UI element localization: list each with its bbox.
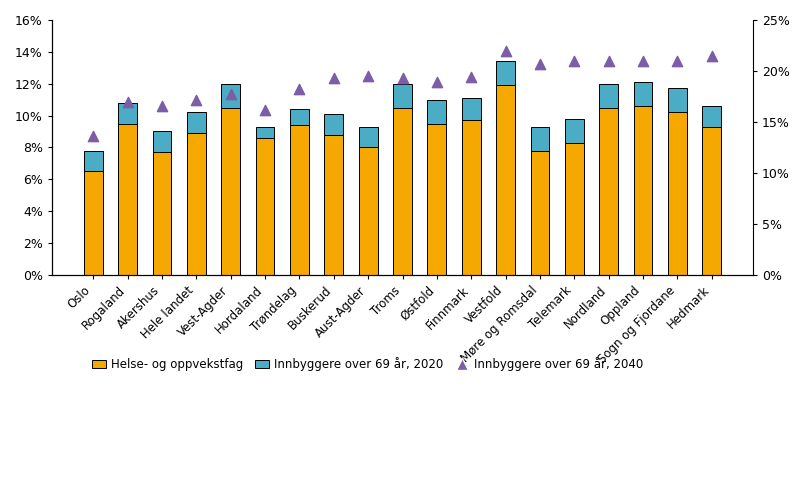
Bar [118,103,137,123]
Innbyggere over 69 år, 2040 [293,86,306,93]
Bar [393,107,412,275]
Bar [187,112,206,133]
Bar [256,138,275,275]
Bar [427,100,446,123]
Innbyggere over 69 år, 2040 [637,57,650,65]
Legend: Helse- og oppvekstfag, Innbyggere over 69 år, 2020, Innbyggere over 69 år, 2040: Helse- og oppvekstfag, Innbyggere over 6… [87,352,648,376]
Bar [221,107,240,275]
Bar [496,85,515,275]
Bar [599,84,618,107]
Innbyggere over 69 år, 2040 [431,78,444,86]
Bar [634,82,653,106]
Bar [565,143,584,275]
Bar [187,133,206,275]
Innbyggere over 69 år, 2040 [602,57,615,65]
Innbyggere over 69 år, 2040 [225,91,237,98]
Bar [84,171,103,275]
Innbyggere over 69 år, 2040 [464,73,477,81]
Bar [118,123,137,275]
Bar [324,114,343,135]
Bar [702,127,721,275]
Innbyggere over 69 år, 2040 [155,102,168,109]
Innbyggere over 69 år, 2040 [361,72,374,80]
Bar [359,127,378,148]
Innbyggere over 69 år, 2040 [705,52,718,60]
Innbyggere over 69 år, 2040 [258,106,271,114]
Bar [702,106,721,127]
Bar [668,112,687,275]
Bar [84,151,103,171]
Bar [462,121,481,275]
Bar [496,61,515,85]
Bar [530,151,549,275]
Bar [290,125,309,275]
Bar [256,127,275,138]
Innbyggere over 69 år, 2040 [499,47,512,55]
Bar [530,127,549,151]
Innbyggere over 69 år, 2040 [396,74,409,82]
Innbyggere over 69 år, 2040 [87,132,100,140]
Bar [393,84,412,107]
Bar [152,152,171,275]
Bar [324,135,343,275]
Bar [152,132,171,152]
Bar [427,123,446,275]
Bar [462,98,481,121]
Bar [290,109,309,125]
Innbyggere over 69 år, 2040 [568,57,580,65]
Innbyggere over 69 år, 2040 [534,60,547,68]
Bar [599,107,618,275]
Bar [634,106,653,275]
Innbyggere over 69 år, 2040 [671,57,684,65]
Bar [221,84,240,107]
Bar [359,148,378,275]
Bar [565,119,584,143]
Innbyggere over 69 år, 2040 [190,96,203,104]
Innbyggere over 69 år, 2040 [328,74,341,82]
Bar [668,89,687,112]
Innbyggere over 69 år, 2040 [121,98,134,106]
